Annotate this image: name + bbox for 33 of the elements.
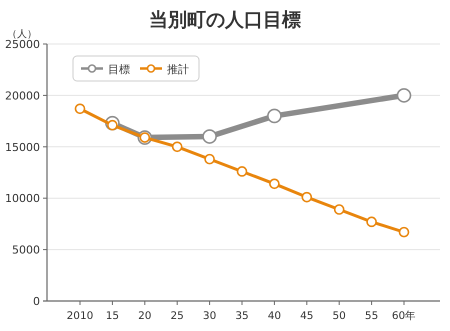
x-tick-label: 30 <box>202 310 216 322</box>
y-tick-label: 20000 <box>5 89 40 102</box>
x-tick-label: 45 <box>300 310 314 322</box>
y-tick-label: 5000 <box>12 244 40 257</box>
x-tick-label: 15 <box>106 310 120 322</box>
point <box>267 108 282 124</box>
y-tick-label: 0 <box>33 295 40 308</box>
legend-label: 目標 <box>108 63 130 76</box>
point <box>204 154 215 164</box>
x-tick-label: 20 <box>138 310 152 322</box>
point <box>366 216 377 228</box>
point <box>172 142 182 152</box>
legend-label: 推計 <box>167 63 189 76</box>
point <box>74 103 86 114</box>
x-tick-label: 50 <box>332 310 346 322</box>
point <box>302 192 312 202</box>
x-tick-label: 35 <box>235 310 249 322</box>
point <box>334 204 344 215</box>
y-axis-title: （人） <box>7 29 37 40</box>
x-tick-label: 60年 <box>392 310 416 322</box>
x-tick-label: 55 <box>364 310 378 322</box>
x-tick-label: 40 <box>268 310 282 322</box>
y-tick-label: 10000 <box>5 192 40 206</box>
chart-title: 当別町の人口目標 <box>149 9 301 31</box>
point <box>202 129 217 144</box>
point <box>398 226 410 238</box>
point <box>396 88 412 103</box>
point <box>236 166 248 177</box>
y-tick-label: 15000 <box>5 140 40 154</box>
y-tick-label: 25000 <box>5 38 40 51</box>
x-tick-label: 25 <box>170 310 184 322</box>
point <box>269 178 280 190</box>
x-tick-label: 2010 <box>66 310 94 322</box>
